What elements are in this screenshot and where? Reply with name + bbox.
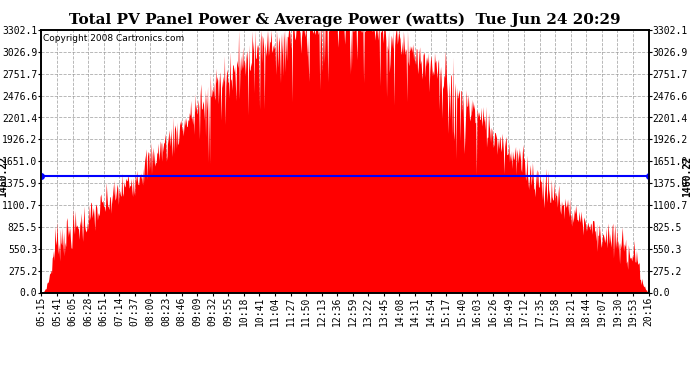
Text: 1460.22: 1460.22 — [0, 156, 8, 197]
Text: Copyright 2008 Cartronics.com: Copyright 2008 Cartronics.com — [43, 34, 184, 43]
Text: 1460.22: 1460.22 — [682, 156, 690, 197]
Title: Total PV Panel Power & Average Power (watts)  Tue Jun 24 20:29: Total PV Panel Power & Average Power (wa… — [69, 13, 621, 27]
